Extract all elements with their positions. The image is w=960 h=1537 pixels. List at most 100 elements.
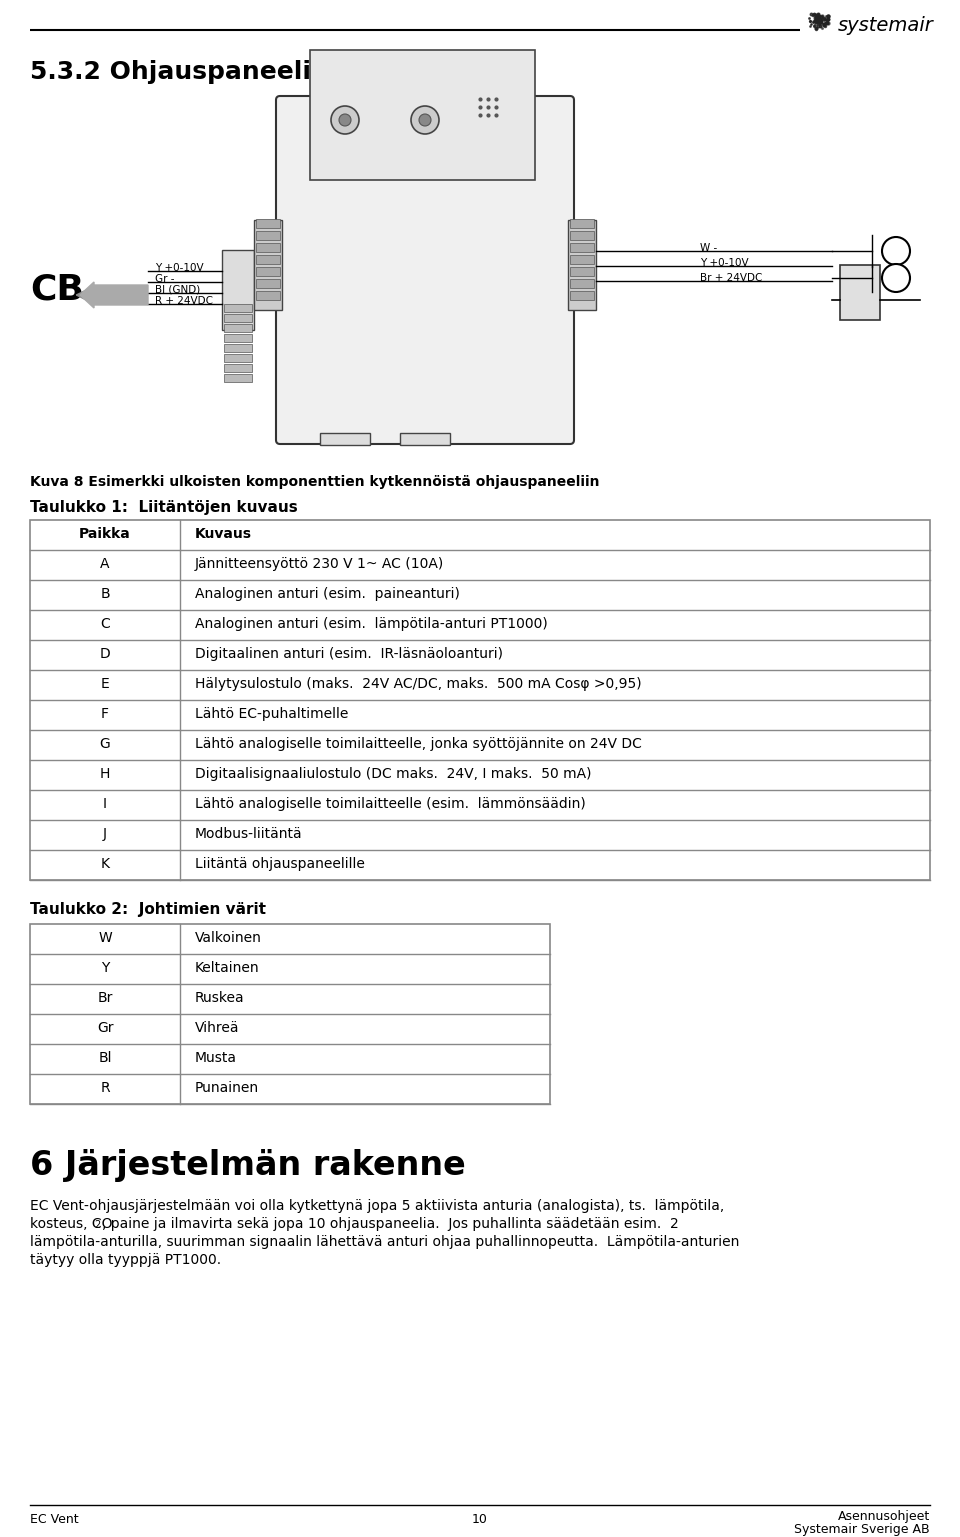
Bar [320,433,370,446]
Bar [224,334,252,343]
Bar [570,267,594,277]
Text: Systemair Sverige AB: Systemair Sverige AB [794,1523,930,1535]
Text: I: I [103,798,107,812]
Text: D: D [100,647,110,661]
Bar [222,251,254,330]
Text: Taulukko 2:  Johtimien värit: Taulukko 2: Johtimien värit [30,902,266,918]
Text: Punainen: Punainen [195,1081,259,1094]
Text: Digitaalinen anturi (esim.  IR-läsnäoloanturi): Digitaalinen anturi (esim. IR-läsnäoloan… [195,647,503,661]
Text: W -: W - [700,243,717,254]
Text: täytyy olla tyyppjä PT1000.: täytyy olla tyyppjä PT1000. [30,1253,221,1266]
Text: Musta: Musta [195,1051,237,1065]
Text: R + 24VDC: R + 24VDC [155,297,213,306]
Bar [254,220,282,310]
FancyArrow shape [80,281,148,307]
Bar [224,373,252,383]
Bar [224,354,252,363]
Bar [256,267,280,277]
FancyBboxPatch shape [276,95,574,444]
Bar [30,924,550,1104]
Text: Y: Y [101,961,109,974]
Circle shape [339,114,351,126]
Text: K: K [101,858,109,871]
Bar [840,264,880,320]
Bar [256,218,280,227]
Bar [570,255,594,264]
Bar [224,304,252,312]
Bar [30,520,930,881]
Text: Br + 24VDC: Br + 24VDC [700,274,762,283]
Text: Taulukko 1:  Liitäntöjen kuvaus: Taulukko 1: Liitäntöjen kuvaus [30,500,298,515]
Bar [224,314,252,321]
Text: , paine ja ilmavirta sekä jopa 10 ohjauspaneelia.  Jos puhallinta säädetään esim: , paine ja ilmavirta sekä jopa 10 ohjaus… [103,1217,679,1231]
Text: Y +0-10V: Y +0-10V [155,263,204,274]
Circle shape [331,106,359,134]
Text: Lähtö EC-puhaltimelle: Lähtö EC-puhaltimelle [195,707,348,721]
Text: F: F [101,707,109,721]
Text: Bl: Bl [98,1051,111,1065]
Text: kosteus, CO: kosteus, CO [30,1217,112,1231]
Bar [570,280,594,287]
Text: Analoginen anturi (esim.  lämpötila-anturi PT1000): Analoginen anturi (esim. lämpötila-antur… [195,616,548,632]
Text: systemair: systemair [838,15,934,35]
Text: Bl (GND): Bl (GND) [155,284,201,295]
Text: EC Vent-ohjausjärjestelmään voi olla kytkettynä jopa 5 aktiivista anturia (analo: EC Vent-ohjausjärjestelmään voi olla kyt… [30,1199,724,1213]
Text: J: J [103,827,107,841]
Text: R: R [100,1081,109,1094]
Text: Lähtö analogiselle toimilaitteelle, jonka syöttöjännite on 24V DC: Lähtö analogiselle toimilaitteelle, jonk… [195,738,642,752]
Circle shape [419,114,431,126]
Bar [256,290,280,300]
Text: Y +0-10V: Y +0-10V [700,258,749,267]
Text: Kuva 8 Esimerkki ulkoisten komponenttien kytkennöistä ohjauspaneeliin: Kuva 8 Esimerkki ulkoisten komponenttien… [30,475,599,489]
Bar [256,255,280,264]
Text: Liitäntä ohjauspaneelille: Liitäntä ohjauspaneelille [195,858,365,871]
Text: C: C [100,616,109,632]
Text: 2: 2 [94,1220,101,1230]
Text: G: G [100,738,110,752]
Bar [256,231,280,240]
Text: Paikka: Paikka [79,527,131,541]
Bar [310,51,535,180]
Text: Br: Br [97,991,112,1005]
Text: H: H [100,767,110,781]
Text: 6 Järjestelmän rakenne: 6 Järjestelmän rakenne [30,1150,466,1182]
Bar [224,364,252,372]
Text: CB: CB [30,274,84,307]
Circle shape [882,237,910,264]
Text: Gr -: Gr - [155,274,175,284]
Bar [568,220,596,310]
Text: EC Vent: EC Vent [30,1512,79,1526]
Text: Kuvaus: Kuvaus [195,527,252,541]
Text: 5.3.2 Ohjauspaneeli: 5.3.2 Ohjauspaneeli [30,60,311,85]
Bar [224,324,252,332]
Bar [256,280,280,287]
Text: Modbus-liitäntä: Modbus-liitäntä [195,827,302,841]
Text: Hälytysulostulo (maks.  24V AC/DC, maks.  500 mA Cosφ >0,95): Hälytysulostulo (maks. 24V AC/DC, maks. … [195,676,641,692]
Text: Lähtö analogiselle toimilaitteelle (esim.  lämmönsäädin): Lähtö analogiselle toimilaitteelle (esim… [195,798,586,812]
Text: Analoginen anturi (esim.  paineanturi): Analoginen anturi (esim. paineanturi) [195,587,460,601]
Text: Gr: Gr [97,1021,113,1034]
Text: Vihreä: Vihreä [195,1021,239,1034]
Text: C: C [891,241,900,257]
Bar [570,231,594,240]
Text: E: E [101,676,109,692]
Bar [570,218,594,227]
Bar [570,290,594,300]
Bar [400,433,450,446]
Bar [224,344,252,352]
Bar [256,243,280,252]
Circle shape [882,264,910,292]
Text: B: B [891,269,900,283]
Text: Digitaalisignaaliulostulo (DC maks.  24V, I maks.  50 mA): Digitaalisignaaliulostulo (DC maks. 24V,… [195,767,591,781]
Text: W: W [98,931,112,945]
Text: B: B [100,587,109,601]
Text: Asennusohjeet: Asennusohjeet [838,1509,930,1523]
Bar [570,243,594,252]
Text: 10: 10 [472,1512,488,1526]
Text: Ruskea: Ruskea [195,991,245,1005]
Text: Keltainen: Keltainen [195,961,259,974]
Circle shape [411,106,439,134]
Text: lämpötila-anturilla, suurimman signaalin lähettävä anturi ohjaa puhallinnopeutta: lämpötila-anturilla, suurimman signaalin… [30,1236,739,1250]
Text: Valkoinen: Valkoinen [195,931,262,945]
Text: A: A [100,556,109,572]
